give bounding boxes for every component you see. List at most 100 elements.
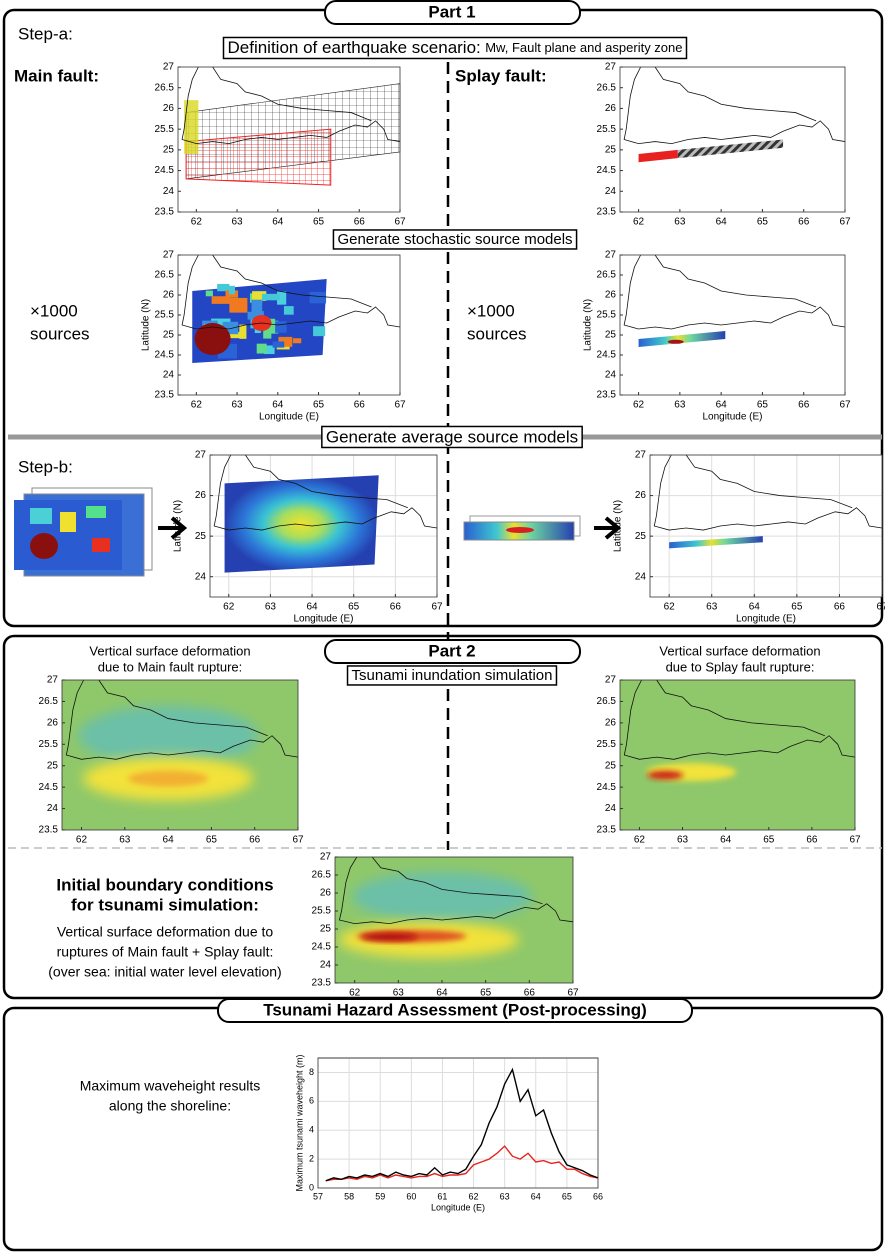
lat-tick-label: 25.5 <box>597 739 617 750</box>
panel-caption: Vertical surface deformation <box>659 643 820 658</box>
lat-tick-label: 26.5 <box>597 82 617 93</box>
label-box <box>222 36 688 60</box>
map-border <box>334 856 574 984</box>
axis-label: Longitude (E) <box>702 412 762 423</box>
coastline <box>212 254 372 308</box>
lon-tick-label: 67 <box>394 400 406 411</box>
lon-tick-label: 63 <box>677 835 689 846</box>
lon-tick-label: 62 <box>191 400 203 411</box>
axis-label: Latitude (N) <box>583 299 594 351</box>
lat-tick-label: 24 <box>163 370 175 381</box>
lon-tick-label: 67 <box>394 217 406 228</box>
slip-patch <box>283 306 294 315</box>
lat-tick-label: 26 <box>163 103 175 114</box>
slip-patch <box>252 291 267 301</box>
lon-tick-label: 66 <box>834 602 846 613</box>
lon-tick-label: 64 <box>306 602 318 613</box>
lon-tick-label: 65 <box>206 835 218 846</box>
slip-patch <box>239 324 247 339</box>
slip-patch <box>251 299 263 315</box>
lon-tick-label: 65 <box>763 835 775 846</box>
x-tick-label: 61 <box>437 1191 447 1201</box>
map-border <box>619 679 856 831</box>
lat-tick-label: 27 <box>163 62 175 73</box>
label-box <box>346 665 558 686</box>
x-tick-label: 62 <box>469 1191 479 1201</box>
fault-plane <box>677 139 784 159</box>
lon-tick-label: 66 <box>354 217 366 228</box>
coastline <box>245 454 408 509</box>
axis-label: Longitude (E) <box>293 614 353 625</box>
process-box: Tsunami inundation simulation <box>352 667 553 684</box>
map-frame <box>620 680 855 830</box>
lon-tick-label: 63 <box>265 602 277 613</box>
lon-tick-label: 64 <box>716 400 728 411</box>
lat-tick-label: 25.5 <box>39 739 59 750</box>
section-title: Tsunami Hazard Assessment (Post-processi… <box>263 1000 647 1019</box>
plot-area <box>317 1057 599 1189</box>
map-border <box>61 679 299 831</box>
coastline <box>654 254 817 308</box>
step-label: Step-b: <box>18 457 73 476</box>
coastline <box>685 454 853 509</box>
lat-tick-label: 25 <box>635 531 647 542</box>
slip-patch <box>278 336 293 347</box>
lon-tick-label: 67 <box>849 835 861 846</box>
map-content <box>181 254 401 363</box>
lat-tick-label: 23.5 <box>597 390 617 401</box>
initial-text: (over sea: initial water level elevation… <box>48 964 281 980</box>
slip-patch <box>217 283 230 292</box>
step-label: Step-a: <box>18 24 73 43</box>
lat-tick-label: 26 <box>605 103 617 114</box>
lat-tick-label: 27 <box>605 675 617 686</box>
slip-patch <box>272 341 285 348</box>
coastline <box>654 66 817 122</box>
lat-tick-label: 27 <box>635 450 647 461</box>
lat-tick-label: 25.5 <box>312 906 332 917</box>
scenario-detail: Mw, Fault plane and asperity zone <box>485 40 682 55</box>
coastline <box>338 856 574 925</box>
lon-tick-label: 66 <box>524 988 536 999</box>
slip-field <box>224 475 379 573</box>
lon-tick-label: 64 <box>720 835 732 846</box>
lat-tick-label: 26 <box>320 888 332 899</box>
x-tick-label: 65 <box>562 1191 572 1201</box>
arrow <box>158 516 188 540</box>
x-tick-label: 64 <box>531 1191 541 1201</box>
lon-tick-label: 67 <box>292 835 304 846</box>
axis-label: Latitude (N) <box>141 299 152 351</box>
lon-tick-label: 67 <box>431 602 443 613</box>
lat-tick-label: 26.5 <box>39 696 59 707</box>
lon-tick-label: 67 <box>839 400 851 411</box>
x-axis-label: Longitude (E) <box>431 1202 485 1212</box>
description: Maximum waveheight results <box>80 1078 261 1094</box>
lon-tick-label: 62 <box>634 835 646 846</box>
lat-tick-label: 27 <box>163 250 175 261</box>
lat-tick-label: 25.5 <box>597 310 617 321</box>
lat-tick-label: 26 <box>605 290 617 301</box>
lon-tick-label: 65 <box>313 217 325 228</box>
scenario-main: Definition of earthquake scenario: <box>228 38 481 57</box>
lat-tick-label: 23.5 <box>312 978 332 989</box>
coastline <box>623 66 846 145</box>
coastline <box>181 254 401 330</box>
slip-patch <box>247 311 263 320</box>
lon-tick-label: 62 <box>223 602 235 613</box>
source-stack <box>463 515 581 541</box>
lat-tick-label: 24 <box>605 370 617 381</box>
lat-tick-label: 26 <box>635 490 647 501</box>
lon-tick-label: 62 <box>76 835 88 846</box>
lat-tick-label: 25.5 <box>597 124 617 135</box>
uplift <box>78 705 259 766</box>
lat-tick-label: 26.5 <box>312 870 332 881</box>
lat-tick-label: 25.5 <box>155 124 175 135</box>
lat-tick-label: 24.5 <box>39 782 59 793</box>
lat-tick-label: 25 <box>163 144 175 155</box>
data-line <box>325 1145 599 1182</box>
coastline <box>656 679 825 737</box>
lon-tick-label: 66 <box>806 835 818 846</box>
map-content <box>65 679 299 801</box>
lon-tick-label: 66 <box>249 835 261 846</box>
process-box: Generate average source models <box>326 427 578 446</box>
